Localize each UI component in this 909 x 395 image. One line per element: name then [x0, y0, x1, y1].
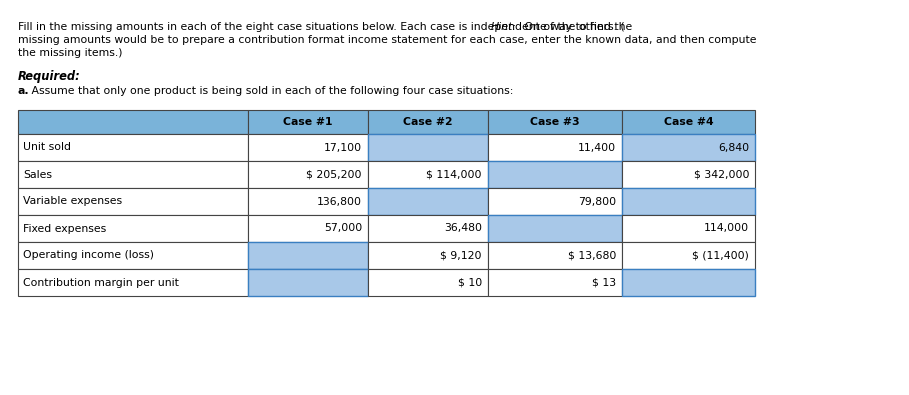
- Text: 114,000: 114,000: [704, 224, 749, 233]
- Text: a.: a.: [18, 86, 30, 96]
- Text: $ 10: $ 10: [458, 278, 482, 288]
- Bar: [248, 269, 368, 296]
- Text: Variable expenses: Variable expenses: [23, 196, 122, 207]
- Text: 17,100: 17,100: [324, 143, 362, 152]
- Text: 6,840: 6,840: [718, 143, 749, 152]
- Text: One way to find the: One way to find the: [521, 22, 633, 32]
- Text: Case #4: Case #4: [664, 117, 714, 127]
- Text: 79,800: 79,800: [578, 196, 616, 207]
- Bar: [18, 110, 248, 134]
- Text: missing amounts would be to prepare a contribution format income statement for e: missing amounts would be to prepare a co…: [18, 35, 756, 45]
- Bar: [488, 269, 622, 296]
- Text: $ 114,000: $ 114,000: [426, 169, 482, 179]
- Text: Operating income (loss): Operating income (loss): [23, 250, 154, 260]
- Bar: [622, 188, 755, 215]
- Text: Case #1: Case #1: [284, 117, 333, 127]
- Text: $ 13,680: $ 13,680: [567, 250, 616, 260]
- Bar: [18, 269, 248, 296]
- Bar: [488, 188, 622, 215]
- Bar: [622, 242, 755, 269]
- Bar: [368, 110, 488, 134]
- Text: Contribution margin per unit: Contribution margin per unit: [23, 278, 179, 288]
- Bar: [622, 269, 755, 296]
- Text: 136,800: 136,800: [317, 196, 362, 207]
- Text: $ 342,000: $ 342,000: [694, 169, 749, 179]
- Text: 36,480: 36,480: [444, 224, 482, 233]
- Bar: [248, 242, 368, 269]
- Bar: [18, 242, 248, 269]
- Text: the missing items.): the missing items.): [18, 48, 123, 58]
- Text: Case #3: Case #3: [530, 117, 580, 127]
- Bar: [18, 188, 248, 215]
- Bar: [368, 242, 488, 269]
- Text: Fixed expenses: Fixed expenses: [23, 224, 106, 233]
- Bar: [488, 215, 622, 242]
- Text: $ 13: $ 13: [592, 278, 616, 288]
- Text: Hint:: Hint:: [491, 22, 517, 32]
- Bar: [368, 188, 488, 215]
- Bar: [488, 161, 622, 188]
- Bar: [368, 269, 488, 296]
- Bar: [18, 215, 248, 242]
- Text: 11,400: 11,400: [578, 143, 616, 152]
- Text: Case #2: Case #2: [404, 117, 453, 127]
- Bar: [622, 134, 755, 161]
- Text: 57,000: 57,000: [324, 224, 362, 233]
- Bar: [368, 161, 488, 188]
- Bar: [248, 110, 368, 134]
- Text: $ 9,120: $ 9,120: [441, 250, 482, 260]
- Text: Unit sold: Unit sold: [23, 143, 71, 152]
- Text: Sales: Sales: [23, 169, 52, 179]
- Bar: [368, 215, 488, 242]
- Bar: [18, 161, 248, 188]
- Text: $ 205,200: $ 205,200: [306, 169, 362, 179]
- Text: Assume that only one product is being sold in each of the following four case si: Assume that only one product is being so…: [28, 86, 514, 96]
- Text: Fill in the missing amounts in each of the eight case situations below. Each cas: Fill in the missing amounts in each of t…: [18, 22, 624, 32]
- Bar: [488, 134, 622, 161]
- Bar: [248, 188, 368, 215]
- Bar: [248, 161, 368, 188]
- Bar: [622, 161, 755, 188]
- Bar: [248, 215, 368, 242]
- Bar: [622, 110, 755, 134]
- Text: $ (11,400): $ (11,400): [692, 250, 749, 260]
- Bar: [622, 215, 755, 242]
- Bar: [18, 134, 248, 161]
- Bar: [368, 134, 488, 161]
- Text: Required:: Required:: [18, 70, 81, 83]
- Bar: [248, 134, 368, 161]
- Bar: [488, 242, 622, 269]
- Bar: [488, 110, 622, 134]
